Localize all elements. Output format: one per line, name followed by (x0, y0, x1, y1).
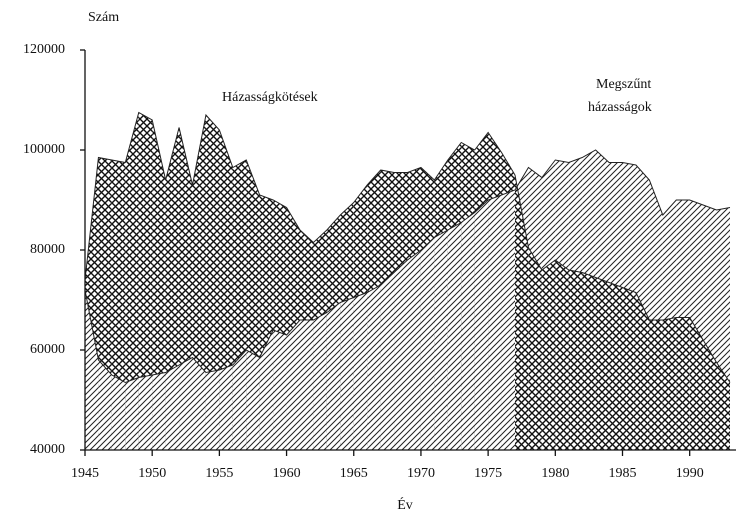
area-segment (528, 247, 542, 450)
x-axis-label: Év (397, 496, 413, 513)
area-segment (138, 375, 153, 450)
annotation: Megszűnt (596, 77, 651, 92)
series-line (84, 149, 731, 384)
area-segment (394, 260, 408, 450)
annotation: házasságok (588, 100, 652, 115)
area-segment (434, 230, 448, 450)
series-line (84, 111, 731, 383)
area-segment (662, 317, 677, 450)
area-segment (179, 357, 193, 450)
y-tick-label: 60000 (30, 342, 65, 357)
y-tick-label: 120000 (23, 42, 65, 57)
y-tick-label: 80000 (30, 242, 65, 257)
area-segment (340, 297, 354, 450)
area-segment (111, 375, 126, 450)
y-tick-label: 40000 (30, 442, 65, 457)
area-segment (676, 317, 690, 450)
x-tick-label: 1945 (71, 466, 99, 481)
area-segment (595, 277, 610, 450)
area-segment (125, 112, 139, 450)
area-segment (407, 250, 421, 450)
area-segment (555, 260, 569, 450)
area-segment (353, 292, 368, 450)
x-tick-label: 1975 (474, 466, 502, 481)
x-tick-label: 1980 (541, 466, 569, 481)
area-segment (205, 115, 220, 450)
area-segment (461, 212, 475, 450)
x-tick-label: 1990 (676, 466, 704, 481)
area-segment (635, 292, 650, 450)
area-segment (152, 372, 166, 450)
area-segment (246, 350, 260, 450)
area-segment (300, 320, 314, 450)
area-segment (609, 282, 623, 450)
area-segment (501, 190, 515, 450)
area-segment (125, 377, 139, 450)
area-segment (622, 287, 636, 450)
area-segment (515, 175, 529, 450)
area-segment (152, 120, 166, 450)
area-segment (98, 360, 112, 450)
x-tick-label: 1965 (340, 466, 368, 481)
area-segment (689, 317, 704, 450)
area-segment (649, 320, 663, 450)
area-segment (716, 362, 730, 450)
y-tick-label: 100000 (23, 142, 65, 157)
area-segment (138, 112, 153, 450)
area-segment (85, 290, 99, 450)
annotation: Házasságkötések (222, 90, 318, 105)
x-tick-label: 1950 (138, 466, 166, 481)
area-segment (165, 365, 180, 450)
x-tick-label: 1955 (205, 466, 233, 481)
area-segment (488, 195, 502, 450)
area-segment (259, 330, 274, 450)
area-segment (420, 237, 435, 450)
area-segment (232, 350, 247, 450)
y-axis-label: Szám (88, 10, 119, 25)
area-segment (447, 222, 462, 450)
area-segment (205, 370, 220, 450)
x-tick-label: 1985 (609, 466, 637, 481)
area-segment (582, 272, 596, 450)
area-segment (541, 260, 556, 450)
area-segment (326, 302, 341, 450)
area-segment (367, 285, 381, 450)
x-tick-label: 1960 (273, 466, 301, 481)
area-segment (273, 330, 287, 450)
area-segment (474, 200, 489, 450)
area-segment (568, 270, 583, 450)
area-segment (313, 312, 327, 450)
area-segment (703, 340, 717, 450)
area-segment (192, 357, 206, 450)
area-segment (219, 365, 233, 450)
x-tick-label: 1970 (407, 466, 435, 481)
area-segment (380, 272, 395, 450)
area-segment (286, 320, 300, 450)
